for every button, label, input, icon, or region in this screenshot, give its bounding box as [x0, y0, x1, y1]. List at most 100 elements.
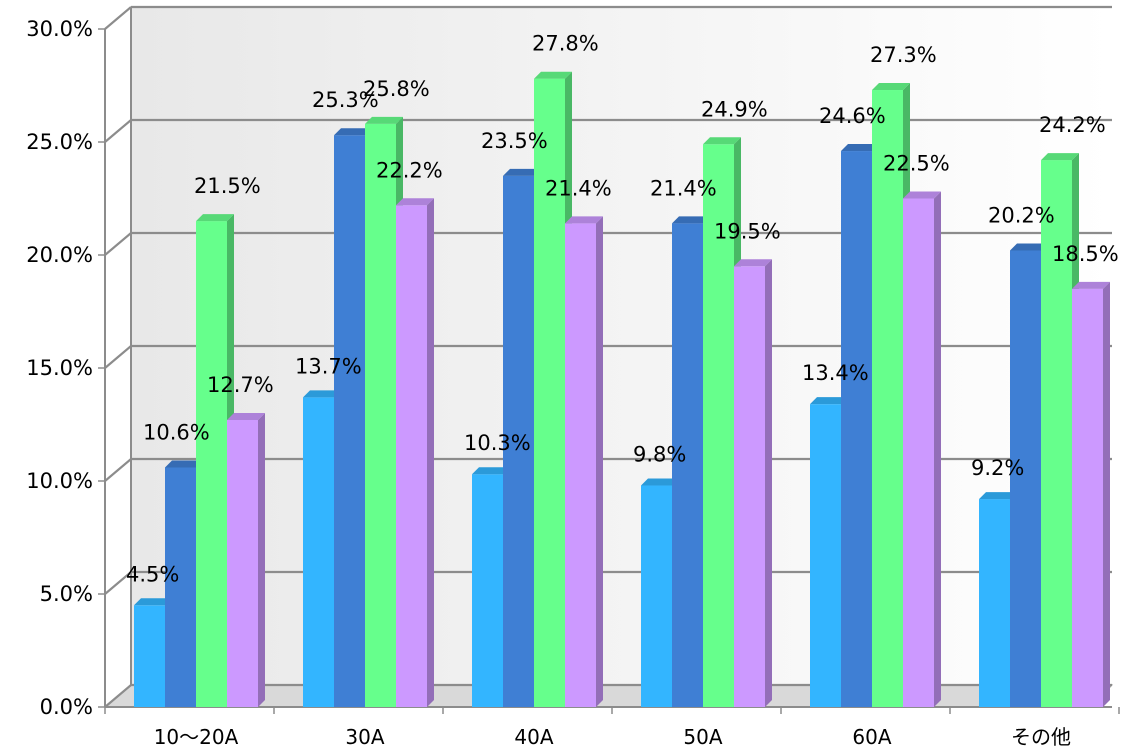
chart-labels: 0.0% 5.0% 10.0% 15.0% 20.0% 25.0% 30.0% 10～20A 3… — [26, 17, 1118, 749]
bar-top — [165, 460, 203, 468]
bar-top — [1041, 153, 1079, 161]
data-label: 21.5% — [194, 174, 261, 198]
bar — [565, 223, 596, 708]
data-label: 27.8% — [532, 32, 599, 56]
gridline-depth — [104, 458, 132, 482]
bar — [672, 223, 703, 708]
y-tick-label: 5.0% — [40, 582, 93, 606]
y-tick-label: 25.0% — [26, 130, 93, 154]
bar — [303, 397, 334, 707]
data-label: 27.3% — [870, 43, 937, 67]
bar-top — [841, 144, 879, 152]
bar — [196, 221, 227, 707]
bar — [134, 605, 165, 707]
bar-top — [196, 214, 234, 222]
data-label: 13.4% — [802, 361, 869, 385]
bar-top — [979, 492, 1017, 500]
bar — [872, 90, 903, 707]
bar-top — [396, 198, 434, 206]
bar-top — [227, 412, 265, 420]
data-label: 9.2% — [971, 456, 1024, 480]
bar — [396, 205, 427, 707]
bar-top — [134, 598, 172, 606]
y-tick-label: 0.0% — [40, 695, 93, 719]
bar — [903, 198, 934, 707]
category-label: 30A — [345, 725, 384, 749]
gridline-depth — [104, 571, 132, 595]
y-tick-label: 15.0% — [26, 356, 93, 380]
bar — [1041, 160, 1072, 707]
data-label: 22.5% — [883, 152, 950, 176]
data-label: 13.7% — [295, 354, 362, 378]
category-label: 60A — [852, 725, 891, 749]
bar-top — [334, 128, 372, 136]
data-label: 22.2% — [376, 158, 443, 182]
data-label: 18.5% — [1052, 242, 1119, 266]
category-label: 10～20A — [154, 725, 239, 749]
gridline-depth — [104, 119, 132, 143]
data-label: 12.7% — [207, 373, 274, 397]
data-label: 10.3% — [464, 431, 531, 455]
bar — [534, 78, 565, 708]
bar-top — [1072, 281, 1110, 289]
y-tick-label: 10.0% — [26, 469, 93, 493]
bar-top — [565, 216, 603, 224]
data-label: 9.8% — [633, 443, 686, 467]
bar — [641, 485, 672, 707]
gridline-depth — [104, 345, 132, 369]
gridline-depth — [104, 6, 132, 30]
bar — [503, 175, 534, 707]
data-label: 21.4% — [545, 176, 612, 200]
bar — [227, 419, 258, 707]
data-label: 24.6% — [819, 104, 886, 128]
bar-side — [258, 412, 265, 707]
data-label: 25.8% — [363, 77, 430, 101]
data-label: 19.5% — [714, 219, 781, 243]
data-label: 25.3% — [312, 88, 379, 112]
data-label: 23.5% — [481, 129, 548, 153]
data-label: 24.2% — [1039, 113, 1106, 137]
bar — [1072, 288, 1103, 707]
bar-top — [872, 83, 910, 91]
bar-side — [934, 191, 941, 707]
category-label: その他 — [1011, 725, 1071, 749]
bar-top — [903, 191, 941, 199]
bar — [165, 467, 196, 707]
bar-top — [365, 116, 403, 124]
data-label: 10.6% — [143, 420, 210, 444]
bar — [365, 123, 396, 708]
y-tick-label: 20.0% — [26, 243, 93, 267]
bar-top — [503, 168, 541, 176]
bar — [734, 266, 765, 707]
bar-top — [734, 259, 772, 267]
gridline-depth — [104, 232, 132, 256]
bar-top — [672, 216, 710, 224]
bar — [810, 404, 841, 707]
bar-top — [534, 71, 572, 79]
bar-top — [703, 137, 741, 145]
bar-side — [765, 259, 772, 707]
bar-side — [596, 216, 603, 708]
bar-top — [472, 467, 510, 475]
category-label: 50A — [683, 725, 722, 749]
bar-top — [303, 390, 341, 398]
chart-bars — [134, 71, 1110, 708]
y-tick-label: 30.0% — [26, 17, 93, 41]
bar-top — [641, 478, 679, 486]
bar — [1010, 250, 1041, 708]
bar — [334, 135, 365, 708]
data-label: 4.5% — [126, 562, 179, 586]
bar — [979, 499, 1010, 707]
gridline-depth — [104, 684, 132, 708]
category-label: 40A — [514, 725, 553, 749]
data-label: 20.2% — [988, 203, 1055, 227]
bar — [841, 151, 872, 708]
bar — [472, 474, 503, 707]
bar — [703, 144, 734, 707]
bar-top — [810, 397, 848, 405]
bar-top — [1010, 243, 1048, 251]
data-label: 24.9% — [701, 97, 768, 121]
data-label: 21.4% — [650, 176, 717, 200]
bar-side — [1103, 281, 1110, 707]
